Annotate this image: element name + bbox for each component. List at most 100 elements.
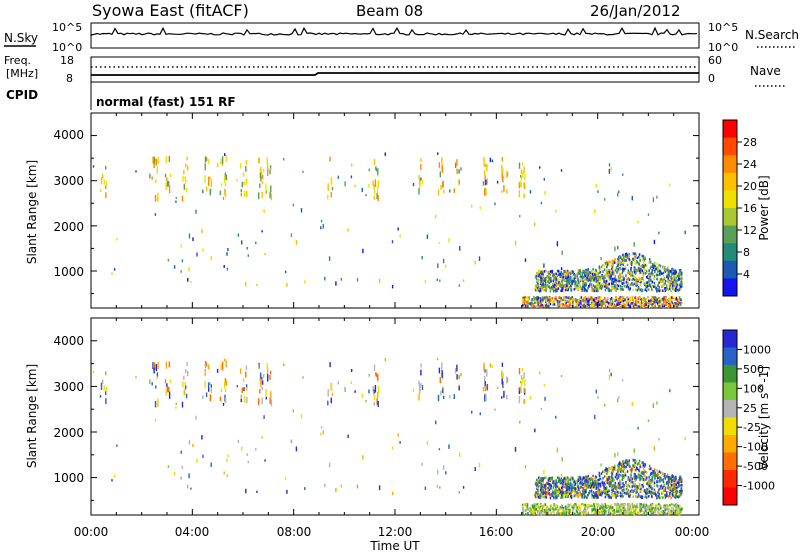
echo-cell xyxy=(560,270,562,274)
echo-cell xyxy=(557,278,560,282)
echo-cell xyxy=(644,263,647,267)
echo-cell xyxy=(643,512,645,515)
echo-cell xyxy=(440,390,442,396)
echo-cell xyxy=(471,204,473,208)
echo-cell xyxy=(654,296,656,300)
echo-cell xyxy=(539,297,542,300)
echo-cell xyxy=(418,393,420,401)
echo-cell xyxy=(675,494,677,497)
echo-cell xyxy=(575,503,577,506)
echo-cell xyxy=(590,270,593,274)
echo-cell xyxy=(627,285,630,289)
echo-cell xyxy=(665,269,667,272)
echo-cell xyxy=(224,176,226,184)
echo-cell xyxy=(596,296,599,300)
echo-cell xyxy=(347,228,349,232)
echo-cell xyxy=(240,398,242,403)
echo-cell xyxy=(590,489,593,493)
echo-cell xyxy=(612,479,614,483)
echo-cell xyxy=(527,299,529,302)
echo-cell xyxy=(435,214,437,219)
echo-cell xyxy=(675,285,678,288)
echo-cell xyxy=(522,507,524,510)
echo-cell xyxy=(658,437,660,441)
echo-cell xyxy=(636,304,638,307)
echo-cell xyxy=(555,504,557,508)
echo-cell xyxy=(543,508,546,512)
echo-cell xyxy=(680,274,683,277)
echo-cell xyxy=(584,509,587,513)
echo-cell xyxy=(574,491,576,495)
echo-cell xyxy=(589,298,591,301)
echo-cell xyxy=(665,288,667,291)
echo-cell xyxy=(154,195,157,202)
echo-cell xyxy=(175,402,177,405)
echo-cell xyxy=(579,477,582,480)
echo-cell xyxy=(258,158,260,164)
echo-cell xyxy=(569,492,571,495)
echo-cell xyxy=(580,503,583,506)
echo-cell xyxy=(564,300,566,303)
echo-cell xyxy=(547,490,549,493)
echo-cell xyxy=(486,163,488,172)
echo-cell xyxy=(587,287,589,290)
echo-cell xyxy=(555,485,558,488)
echo-cell xyxy=(662,496,664,499)
echo-cell xyxy=(599,300,602,304)
echo-cell xyxy=(501,190,503,193)
echo-cell xyxy=(627,269,630,272)
echo-cell xyxy=(673,482,675,486)
echo-cell xyxy=(620,295,622,299)
echo-cell xyxy=(675,277,677,280)
echo-cell xyxy=(636,503,638,506)
echo-cell xyxy=(226,474,229,478)
echo-cell xyxy=(647,282,649,286)
echo-cell xyxy=(609,484,611,488)
echo-cell xyxy=(638,255,640,259)
echo-cell xyxy=(569,285,571,289)
echo-cell xyxy=(245,181,248,186)
echo-cell xyxy=(577,272,579,276)
echo-cell xyxy=(613,486,616,489)
echo-cell xyxy=(153,162,155,169)
echo-cell xyxy=(561,286,563,289)
echo-cell xyxy=(604,491,607,495)
echo-cell xyxy=(638,278,640,281)
echo-cell xyxy=(635,460,637,463)
echo-cell xyxy=(648,484,650,488)
echo-cell xyxy=(643,471,645,474)
echo-cell xyxy=(569,486,571,490)
echo-cell xyxy=(627,256,630,259)
echo-cell xyxy=(548,493,551,496)
velocity-y-ticks xyxy=(91,317,699,501)
echo-cell xyxy=(626,280,628,284)
echo-cell xyxy=(581,275,584,278)
echo-cell xyxy=(586,276,588,279)
echo-cell xyxy=(610,372,612,377)
echo-cell xyxy=(649,504,651,508)
velocity-scale-tick-label: 1000 xyxy=(743,343,771,356)
echo-cell xyxy=(653,275,656,278)
echo-cell xyxy=(259,172,262,179)
echo-cell xyxy=(641,264,643,268)
echo-cell xyxy=(601,481,604,484)
echo-cell xyxy=(631,271,633,274)
echo-cell xyxy=(439,377,441,384)
echo-cell xyxy=(654,492,656,496)
echo-cell xyxy=(632,301,634,304)
echo-cell xyxy=(638,269,641,273)
echo-cell xyxy=(644,256,646,259)
echo-cell xyxy=(237,233,240,237)
echo-cell xyxy=(418,187,420,195)
echo-cell xyxy=(583,270,585,274)
echo-cell xyxy=(448,238,450,243)
x-tick-2400: 00:00 xyxy=(675,525,710,539)
power-y-tick-2000: 2000 xyxy=(53,220,84,234)
echo-cell xyxy=(678,269,681,272)
echo-cell xyxy=(593,484,596,488)
echo-cell xyxy=(612,493,614,497)
echo-cell xyxy=(602,300,604,303)
echo-cell xyxy=(579,512,581,515)
echo-cell xyxy=(610,273,612,276)
echo-cell xyxy=(651,471,654,475)
